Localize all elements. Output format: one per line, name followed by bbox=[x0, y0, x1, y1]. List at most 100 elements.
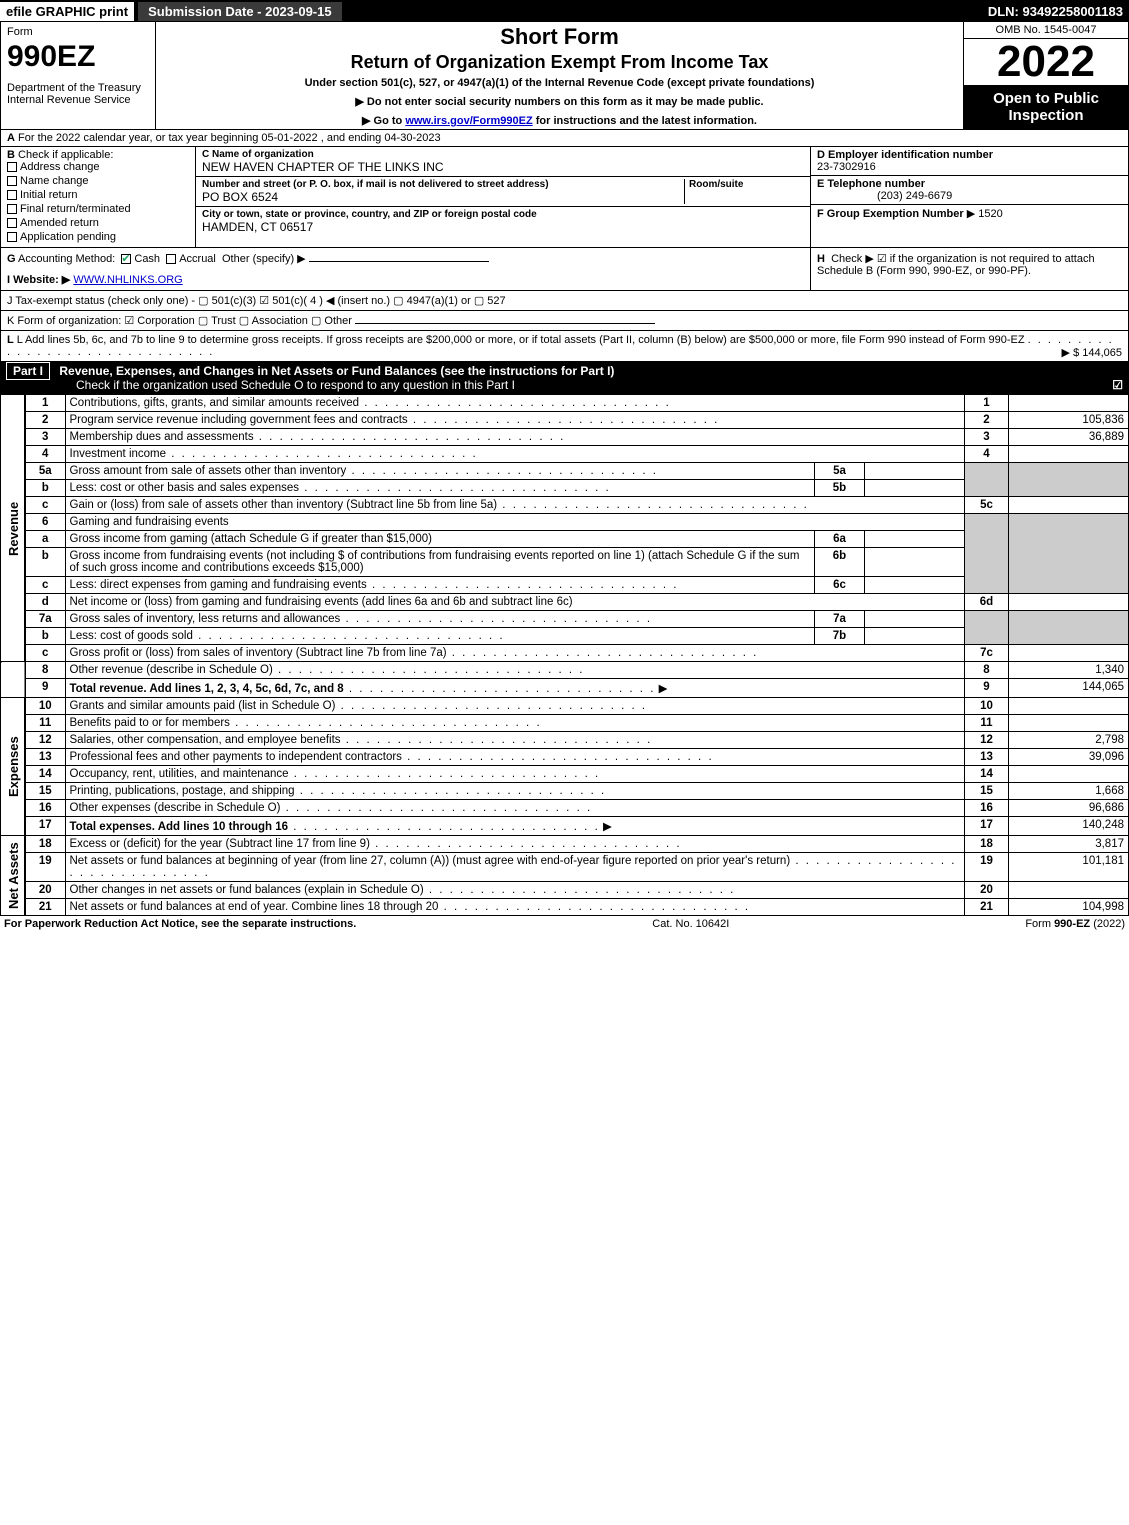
phone-value: (203) 249-6679 bbox=[817, 190, 952, 202]
line-7a-subamt bbox=[865, 611, 965, 628]
revenue-side-tail bbox=[1, 662, 26, 698]
chk-final-return-label: Final return/terminated bbox=[20, 203, 131, 215]
goto-pre: ▶ Go to bbox=[362, 115, 405, 127]
line-6b-subamt bbox=[865, 548, 965, 577]
line-7a-desc: Gross sales of inventory, less returns a… bbox=[65, 611, 815, 628]
line-16-num: 16 bbox=[25, 800, 65, 817]
form-number: 990EZ bbox=[7, 40, 149, 74]
grey-amt-5 bbox=[1009, 463, 1129, 497]
org-other-input[interactable] bbox=[355, 323, 655, 324]
row-k: K Form of organization: ☑ Corporation ▢ … bbox=[0, 311, 1129, 331]
line-6d-amt bbox=[1009, 594, 1129, 611]
grey-cell-7 bbox=[965, 611, 1009, 645]
grey-cell-5 bbox=[965, 463, 1009, 497]
dln-label: DLN: 93492258001183 bbox=[988, 4, 1129, 19]
line-19-ln: 19 bbox=[965, 853, 1009, 882]
line-20-num: 20 bbox=[25, 882, 65, 899]
line-12-amt: 2,798 bbox=[1009, 732, 1129, 749]
line-5b-desc: Less: cost or other basis and sales expe… bbox=[65, 480, 815, 497]
street-label: Number and street (or P. O. box, if mail… bbox=[202, 179, 684, 190]
line-18-ln: 18 bbox=[965, 836, 1009, 853]
line-4-desc: Investment income bbox=[65, 446, 965, 463]
line-6c-subamt bbox=[865, 577, 965, 594]
line-12-desc: Salaries, other compensation, and employ… bbox=[65, 732, 965, 749]
footer-left: For Paperwork Reduction Act Notice, see … bbox=[4, 918, 356, 930]
ein-label: D Employer identification number bbox=[817, 149, 993, 161]
row-j-text: J Tax-exempt status (check only one) - ▢… bbox=[7, 295, 506, 307]
line-11-amt bbox=[1009, 715, 1129, 732]
chk-final-return[interactable]: Final return/terminated bbox=[7, 203, 189, 215]
line-21-desc: Net assets or fund balances at end of ye… bbox=[65, 899, 965, 916]
chk-amended-return[interactable]: Amended return bbox=[7, 217, 189, 229]
footer-right: Form 990-EZ (2022) bbox=[1025, 918, 1125, 930]
header-right: OMB No. 1545-0047 2022 Open to Public In… bbox=[963, 22, 1128, 129]
form-header: Form 990EZ Department of the Treasury In… bbox=[0, 22, 1129, 130]
line-1-num: 1 bbox=[25, 395, 65, 412]
chk-initial-return[interactable]: Initial return bbox=[7, 189, 189, 201]
website-link[interactable]: WWW.NHLINKS.ORG bbox=[73, 274, 182, 286]
row-i-label: I Website: ▶ bbox=[7, 274, 70, 286]
line-7b-desc: Less: cost of goods sold bbox=[65, 628, 815, 645]
line-8-desc: Other revenue (describe in Schedule O) bbox=[65, 662, 965, 679]
goto-post: for instructions and the latest informat… bbox=[533, 115, 757, 127]
row-h-label: H bbox=[817, 253, 825, 265]
chk-address-change-label: Address change bbox=[20, 161, 100, 173]
row-k-text: K Form of organization: ☑ Corporation ▢ … bbox=[7, 315, 352, 327]
efile-print-label[interactable]: efile GRAPHIC print bbox=[0, 2, 134, 21]
chk-cash-label: Cash bbox=[134, 253, 160, 265]
line-5a-num: 5a bbox=[25, 463, 65, 480]
line-7a-num: 7a bbox=[25, 611, 65, 628]
line-8-num: 8 bbox=[25, 662, 65, 679]
org-name-label: C Name of organization bbox=[202, 149, 804, 160]
chk-application-pending[interactable]: Application pending bbox=[7, 231, 189, 243]
line-1-amt bbox=[1009, 395, 1129, 412]
header-left: Form 990EZ Department of the Treasury In… bbox=[1, 22, 156, 129]
irs-link[interactable]: www.irs.gov/Form990EZ bbox=[405, 115, 532, 127]
line-4-num: 4 bbox=[25, 446, 65, 463]
part-i-checkbox[interactable]: ☑ bbox=[1112, 378, 1123, 392]
row-gh: G Accounting Method: Cash Accrual Other … bbox=[0, 248, 1129, 291]
other-specify-input[interactable] bbox=[309, 261, 489, 262]
row-g: G Accounting Method: Cash Accrual Other … bbox=[1, 248, 811, 290]
row-h: H Check ▶ ☑ if the organization is not r… bbox=[811, 248, 1128, 290]
chk-amended-return-label: Amended return bbox=[20, 217, 99, 229]
line-10-amt bbox=[1009, 698, 1129, 715]
line-9-num: 9 bbox=[25, 679, 65, 698]
line-6a-num: a bbox=[25, 531, 65, 548]
line-5c-amt bbox=[1009, 497, 1129, 514]
line-16-desc: Other expenses (describe in Schedule O) bbox=[65, 800, 965, 817]
line-7c-num: c bbox=[25, 645, 65, 662]
chk-address-change[interactable]: Address change bbox=[7, 161, 189, 173]
part-i-bar: Part I Revenue, Expenses, and Changes in… bbox=[0, 362, 1129, 394]
title-goto: ▶ Go to www.irs.gov/Form990EZ for instru… bbox=[160, 114, 959, 127]
line-13-amt: 39,096 bbox=[1009, 749, 1129, 766]
line-5a-sub: 5a bbox=[815, 463, 865, 480]
title-under-section: Under section 501(c), 527, or 4947(a)(1)… bbox=[160, 77, 959, 89]
chk-cash[interactable] bbox=[121, 254, 131, 264]
line-5a-desc: Gross amount from sale of assets other t… bbox=[65, 463, 815, 480]
chk-accrual-label: Accrual bbox=[179, 253, 216, 265]
line-14-amt bbox=[1009, 766, 1129, 783]
section-c: C Name of organization NEW HAVEN CHAPTER… bbox=[196, 147, 810, 247]
line-11-ln: 11 bbox=[965, 715, 1009, 732]
line-9-amt: 144,065 bbox=[1009, 679, 1129, 698]
chk-name-change[interactable]: Name change bbox=[7, 175, 189, 187]
line-3-num: 3 bbox=[25, 429, 65, 446]
title-short-form: Short Form bbox=[160, 24, 959, 50]
line-9-desc: Total revenue. Add lines 1, 2, 3, 4, 5c,… bbox=[65, 679, 965, 698]
line-2-amt: 105,836 bbox=[1009, 412, 1129, 429]
row-a-label: A bbox=[7, 132, 15, 144]
line-8-amt: 1,340 bbox=[1009, 662, 1129, 679]
line-6a-subamt bbox=[865, 531, 965, 548]
top-bar: efile GRAPHIC print Submission Date - 20… bbox=[0, 0, 1129, 22]
line-12-ln: 12 bbox=[965, 732, 1009, 749]
line-20-amt bbox=[1009, 882, 1129, 899]
revenue-side-label: Revenue bbox=[1, 395, 26, 662]
line-6d-ln: 6d bbox=[965, 594, 1009, 611]
expenses-side-label: Expenses bbox=[1, 698, 26, 836]
chk-accrual[interactable] bbox=[166, 254, 176, 264]
line-14-num: 14 bbox=[25, 766, 65, 783]
line-11-desc: Benefits paid to or for members bbox=[65, 715, 965, 732]
section-b: B Check if applicable: Address change Na… bbox=[1, 147, 196, 247]
line-15-desc: Printing, publications, postage, and shi… bbox=[65, 783, 965, 800]
